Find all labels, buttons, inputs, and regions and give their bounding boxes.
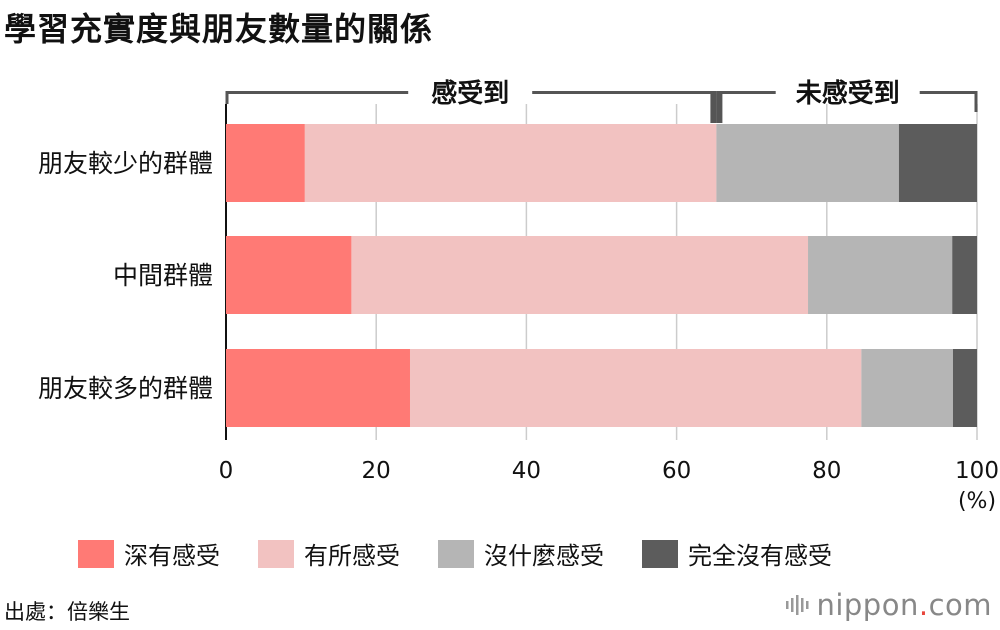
brand-dot: . bbox=[918, 588, 929, 622]
brand-name: nippon bbox=[816, 588, 919, 622]
legend-label-0: 深有感受 bbox=[124, 542, 220, 570]
group-brackets: 感受到 未感受到 bbox=[225, 78, 978, 123]
bar-segment bbox=[808, 236, 953, 314]
x-tick-labels: 0 20 40 60 80 100 bbox=[219, 458, 999, 484]
x-tick-label: 0 bbox=[219, 458, 234, 484]
bar-segment bbox=[351, 236, 809, 314]
category-label: 中間群體 bbox=[113, 261, 213, 290]
source-note: 出處：倍樂生 bbox=[4, 600, 130, 624]
x-tick-label: 20 bbox=[362, 458, 391, 484]
bar-segment bbox=[409, 349, 862, 427]
legend-label-2: 沒什麼感受 bbox=[484, 542, 604, 570]
legend-item-3: 完全沒有感受 bbox=[642, 536, 832, 571]
x-tick-label: 80 bbox=[812, 458, 841, 484]
chart-title: 學習充實度與朋友數量的關係 bbox=[4, 10, 434, 48]
bar-segment bbox=[861, 349, 953, 427]
legend-item-0: 深有感受 bbox=[78, 536, 220, 571]
brand-logo[interactable]: nippon.com bbox=[784, 588, 992, 622]
legend-label-3: 完全沒有感受 bbox=[688, 542, 832, 570]
bar-segment bbox=[898, 124, 977, 202]
bar-segment bbox=[226, 236, 352, 314]
bar-segment bbox=[304, 124, 717, 202]
bar-segment bbox=[952, 349, 977, 427]
bars bbox=[226, 124, 977, 427]
legend: 深有感受 有所感受 沒什麼感受 完全沒有感受 bbox=[78, 536, 870, 571]
x-tick-label: 40 bbox=[512, 458, 541, 484]
bar-segment bbox=[226, 349, 410, 427]
x-tick-label: 60 bbox=[662, 458, 691, 484]
bar-segment bbox=[226, 124, 305, 202]
bar-segment bbox=[716, 124, 899, 202]
legend-swatch-2 bbox=[438, 539, 474, 568]
category-label: 朋友較多的群體 bbox=[38, 374, 213, 403]
brand-tld: com bbox=[928, 588, 992, 622]
legend-item-1: 有所感受 bbox=[258, 536, 400, 571]
category-label: 朋友較少的群體 bbox=[38, 149, 213, 178]
sound-bars-icon bbox=[786, 595, 809, 615]
group-label: 未感受到 bbox=[796, 78, 900, 109]
legend-swatch-1 bbox=[258, 539, 294, 568]
legend-item-2: 沒什麼感受 bbox=[438, 536, 604, 571]
legend-label-1: 有所感受 bbox=[304, 542, 400, 570]
group-label: 感受到 bbox=[431, 78, 509, 109]
x-tick-label: 100 bbox=[955, 458, 999, 484]
x-unit-label: (%) bbox=[958, 489, 996, 514]
legend-swatch-3 bbox=[642, 539, 678, 568]
brand-wordmark: nippon.com bbox=[816, 588, 992, 622]
legend-swatch-0 bbox=[78, 539, 114, 568]
bar-segment bbox=[952, 236, 977, 314]
